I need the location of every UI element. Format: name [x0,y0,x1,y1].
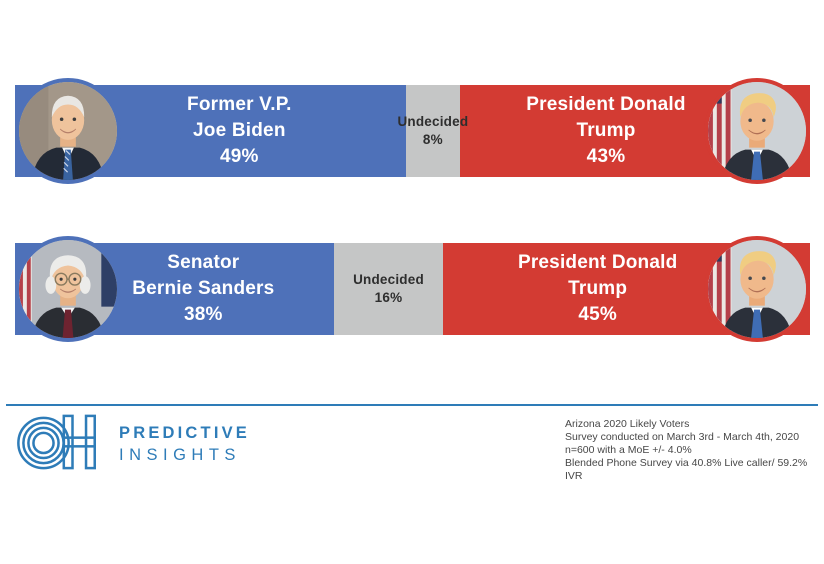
candidate-title: President Donald [517,252,678,273]
logo-insights: INSIGHTS [119,446,241,464]
trump-label: President Donald Trump 43% [526,92,685,170]
survey-detail-line: Blended Phone Survey via 40.8% Live call… [565,457,808,482]
bar-segment-undecided: Undecided 16% [333,243,444,335]
candidate-title: President Donald [526,94,686,115]
footer-divider [6,404,818,406]
trump-photo [704,236,810,342]
candidate-title: Senator [167,252,240,273]
stacked-bar-sanders-trump: Senator Bernie Sanders 38% Undecided 16%… [15,243,810,335]
trump-photo [704,78,810,184]
ohpi-logo-text: PREDICTIVE INSIGHTS [119,424,250,465]
matchup-row-biden-trump: Former V.P. Joe Biden 49% Undecided 8% P… [15,78,810,184]
trump-portrait-icon [708,240,806,338]
undecided-label: Undecided 16% [353,271,424,307]
survey-details: Arizona 2020 Likely Voters Survey conduc… [565,418,824,483]
survey-detail-line: Arizona 2020 Likely Voters [565,418,690,430]
matchup-row-sanders-trump: Senator Bernie Sanders 38% Undecided 16%… [15,236,810,342]
candidate-pct: 45% [578,304,617,325]
undecided-pct: 8% [422,132,443,147]
survey-detail-line: n=600 with a MoE +/- 4.0% [565,444,692,456]
candidate-title: Former V.P. [187,94,292,115]
stacked-bar-biden-trump: Former V.P. Joe Biden 49% Undecided 8% P… [15,85,810,177]
sanders-photo [15,236,121,342]
sanders-portrait-icon [19,240,117,338]
candidate-pct: 49% [220,146,259,167]
candidate-name: Trump [576,120,636,141]
undecided-pct: 16% [374,290,403,305]
biden-photo [15,78,121,184]
biden-label: Former V.P. Joe Biden 49% [187,92,292,170]
bar-segment-undecided: Undecided 8% [397,85,468,177]
undecided-title: Undecided [397,114,469,129]
trump-portrait-icon [708,82,806,180]
sanders-label: Senator Bernie Sanders 38% [132,250,274,328]
survey-detail-line: Survey conducted on March 3rd - March 4t… [565,431,800,443]
candidate-name: Joe Biden [193,120,286,141]
candidate-pct: 43% [586,146,626,167]
logo-predictive: PREDICTIVE [119,424,251,442]
ohpi-monogram-icon [17,414,96,470]
undecided-label: Undecided 8% [397,113,468,149]
biden-portrait-icon [19,82,117,180]
candidate-name: Trump [568,278,628,299]
candidate-name: Bernie Sanders [132,278,275,299]
candidate-pct: 38% [183,304,223,325]
undecided-title: Undecided [353,272,424,287]
trump-label: President Donald Trump 45% [518,250,677,328]
